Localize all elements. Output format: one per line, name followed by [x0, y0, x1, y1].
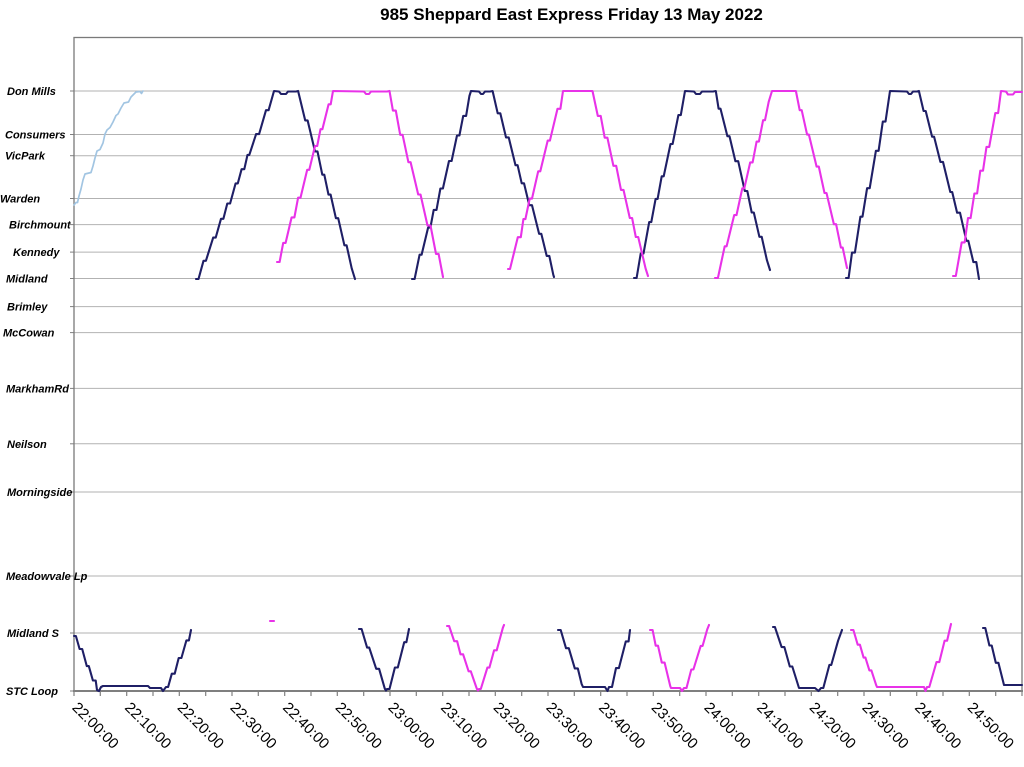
- svg-text:Birchmount: Birchmount: [9, 220, 72, 232]
- svg-text:Warden: Warden: [0, 194, 40, 206]
- svg-text:STC Loop: STC Loop: [6, 686, 58, 698]
- svg-text:Kennedy: Kennedy: [13, 247, 60, 259]
- svg-text:Brimley: Brimley: [7, 302, 48, 314]
- svg-text:Midland S: Midland S: [7, 628, 60, 640]
- svg-text:VicPark: VicPark: [5, 151, 46, 163]
- svg-text:Consumers: Consumers: [5, 130, 66, 142]
- svg-text:MarkhamRd: MarkhamRd: [6, 383, 69, 395]
- svg-text:Midland: Midland: [6, 274, 48, 286]
- svg-text:Morningside: Morningside: [7, 487, 72, 499]
- svg-text:Neilson: Neilson: [7, 439, 47, 451]
- svg-text:Don Mills: Don Mills: [7, 86, 56, 98]
- svg-text:McCowan: McCowan: [3, 328, 55, 340]
- svg-text:Meadowvale Lp: Meadowvale Lp: [6, 571, 88, 583]
- svg-text:985 Sheppard East Express Frid: 985 Sheppard East Express Friday 13 May …: [380, 5, 763, 24]
